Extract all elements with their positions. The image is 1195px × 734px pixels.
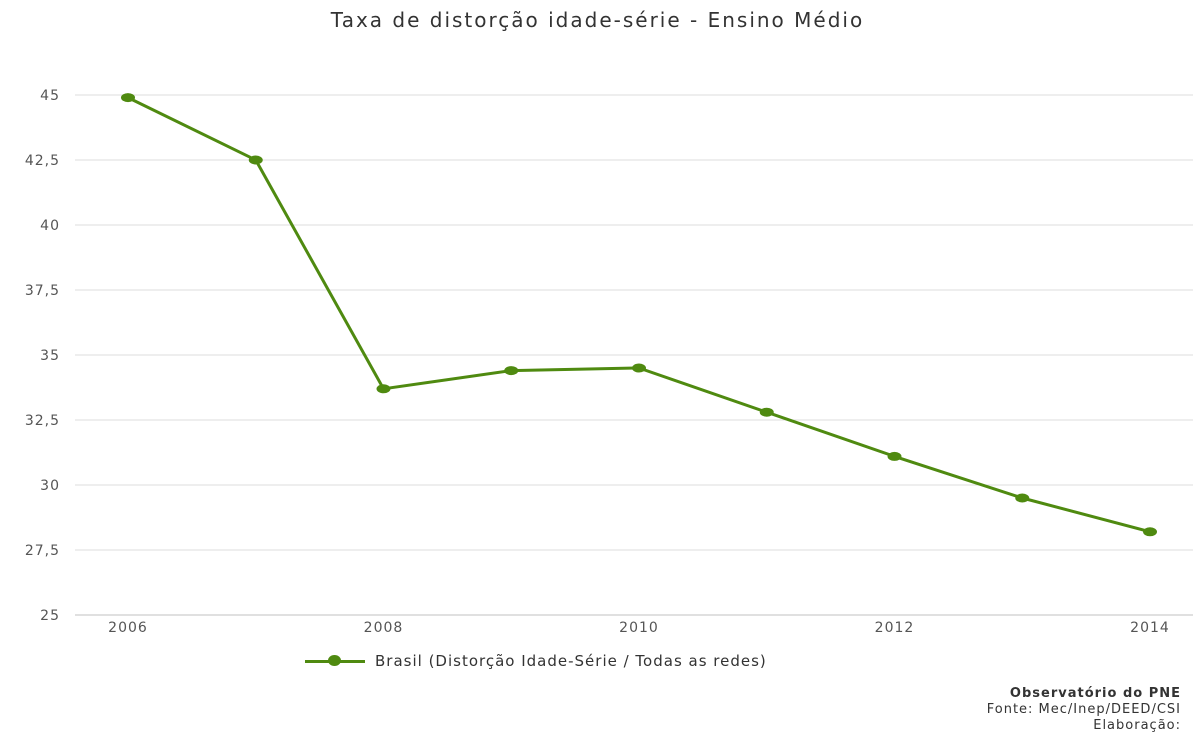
- legend[interactable]: Brasil (Distorção Idade-Série / Todas as…: [305, 652, 767, 670]
- data-point[interactable]: [887, 451, 902, 461]
- credits-line-3: Elaboração:: [1093, 718, 1181, 733]
- series-group: [121, 93, 1157, 537]
- data-point[interactable]: [632, 363, 646, 373]
- legend-label: Brasil (Distorção Idade-Série / Todas as…: [375, 652, 767, 670]
- x-axis-ticks: 2006 2008 2010 2012 2014: [108, 620, 1170, 636]
- x-tick-label: 2010: [619, 620, 659, 636]
- gridlines: [75, 94, 1193, 616]
- credits-line-2: Fonte: Mec/Inep/DEED/CSI: [986, 702, 1181, 717]
- data-point[interactable]: [1015, 493, 1030, 503]
- credits: Observatório do PNE Fonte: Mec/Inep/DEED…: [987, 686, 1181, 734]
- data-point[interactable]: [376, 384, 391, 394]
- legend-swatch-icon: [305, 654, 365, 668]
- y-axis-ticks: 45 42,5 40 37,5 35 32,5 30 27,5 25: [25, 88, 60, 624]
- x-tick-label: 2006: [108, 620, 148, 636]
- data-point[interactable]: [759, 407, 774, 417]
- data-point[interactable]: [248, 155, 263, 165]
- data-point[interactable]: [1143, 527, 1157, 537]
- x-tick-label: 2014: [1130, 620, 1170, 636]
- chart-title: Taxa de distorção idade-série - Ensino M…: [330, 8, 865, 32]
- y-tick-label: 30: [40, 478, 60, 494]
- y-tick-label: 27,5: [25, 543, 60, 559]
- data-point[interactable]: [121, 93, 135, 103]
- y-tick-label: 25: [40, 608, 60, 624]
- y-tick-label: 35: [40, 348, 60, 364]
- y-tick-label: 40: [40, 218, 60, 234]
- y-tick-label: 37,5: [25, 283, 60, 299]
- x-tick-label: 2008: [364, 620, 404, 636]
- credits-line-1: Observatório do PNE: [1009, 686, 1181, 701]
- y-tick-label: 45: [40, 88, 60, 104]
- y-tick-label: 32,5: [25, 413, 60, 429]
- data-point[interactable]: [504, 366, 519, 376]
- series-line: [127, 96, 1151, 534]
- y-tick-label: 42,5: [25, 153, 60, 169]
- x-tick-label: 2012: [875, 620, 915, 636]
